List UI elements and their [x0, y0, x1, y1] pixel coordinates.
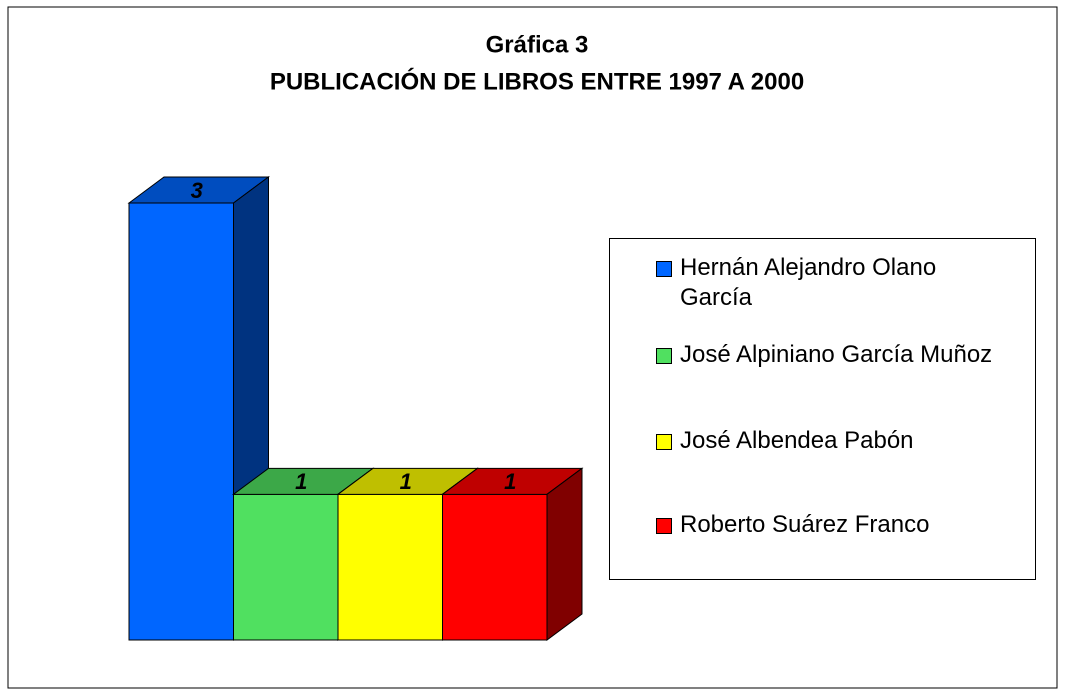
bar-front — [128, 202, 234, 641]
legend-swatch — [656, 434, 672, 450]
chart-title: Gráfica 3 — [486, 31, 589, 58]
bar-front — [442, 493, 548, 641]
legend-swatch — [656, 348, 672, 364]
legend-entry: Hernán Alejandro Olano García — [654, 253, 1014, 313]
bar-side — [546, 467, 583, 641]
legend-swatch — [656, 261, 672, 277]
legend: Hernán Alejandro Olano García José Alpini… — [609, 238, 1036, 580]
legend-label: Roberto Suárez Franco — [680, 511, 930, 538]
legend-label: José Alpiniano García Muñoz — [680, 341, 993, 368]
data-label: 3 — [191, 178, 203, 203]
legend-label: Hernán Alejandro Olano García — [680, 254, 937, 311]
data-label: 1 — [400, 469, 412, 494]
chart-title: PUBLICACIÓN DE LIBROS ENTRE 1997 A 2000 — [270, 67, 804, 95]
data-label: 1 — [295, 469, 307, 494]
legend-entry: José Alpiniano García Muñoz — [654, 340, 1014, 370]
legend-swatch — [656, 518, 672, 534]
legend-label: José Albendea Pabón — [680, 427, 914, 454]
bar-front — [233, 493, 339, 641]
bar-front — [337, 493, 443, 641]
data-label: 1 — [504, 469, 516, 494]
legend-entry: José Albendea Pabón — [654, 426, 1014, 456]
legend-entry: Roberto Suárez Franco — [654, 510, 1014, 540]
